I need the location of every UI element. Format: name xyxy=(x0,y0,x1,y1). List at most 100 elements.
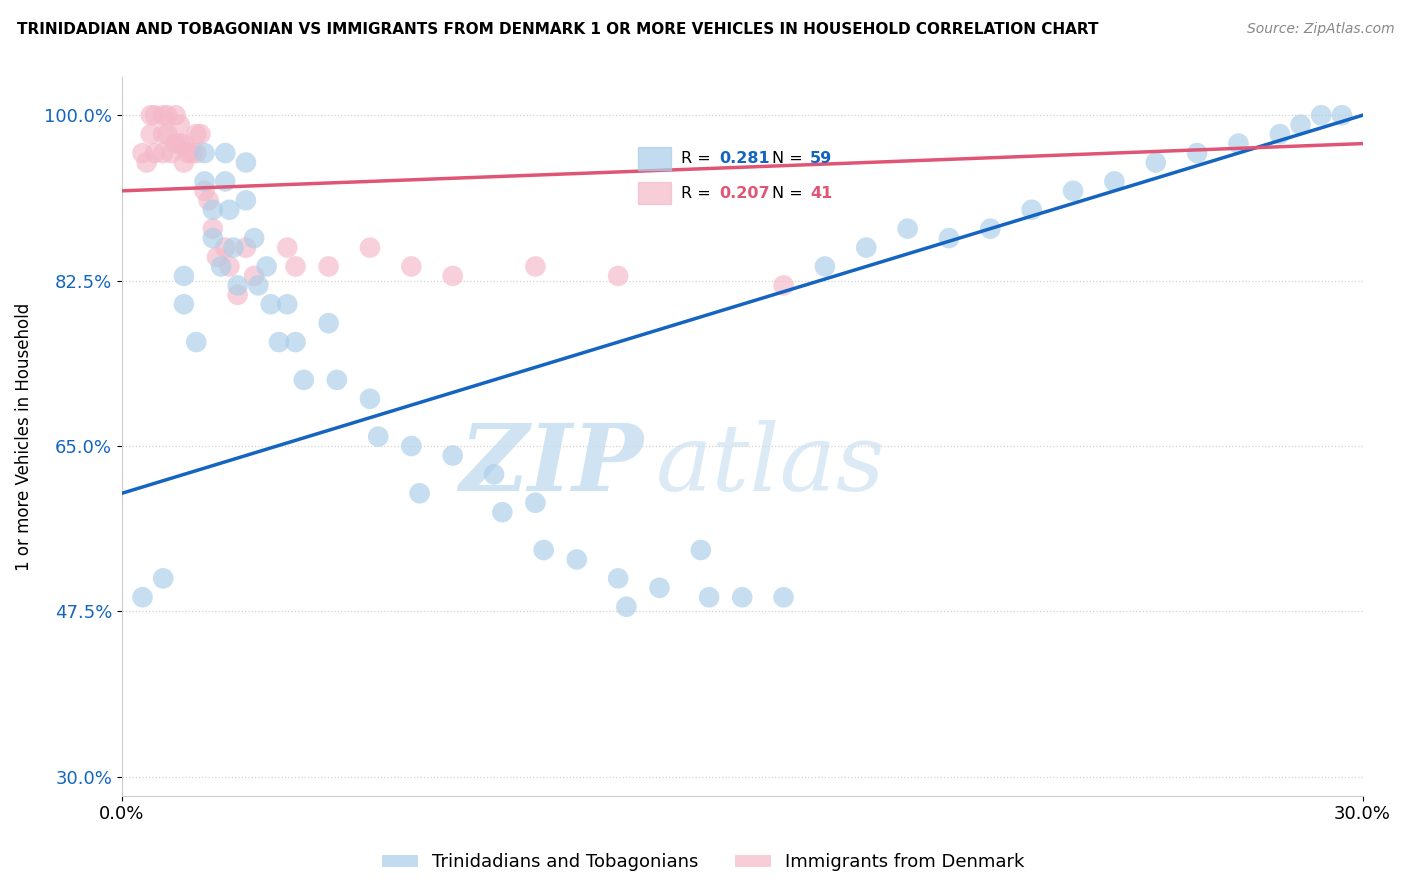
Point xyxy=(524,496,547,510)
Point xyxy=(193,184,215,198)
Point xyxy=(201,202,224,217)
Point xyxy=(243,231,266,245)
Point xyxy=(135,155,157,169)
Point xyxy=(284,260,307,274)
Point xyxy=(482,467,505,482)
Point xyxy=(491,505,513,519)
Point xyxy=(197,194,219,208)
Text: 59: 59 xyxy=(810,151,832,166)
Point xyxy=(731,591,754,605)
Point xyxy=(292,373,315,387)
Point xyxy=(359,241,381,255)
Point xyxy=(616,599,638,614)
Point xyxy=(689,543,711,558)
Point xyxy=(256,260,278,274)
Text: 0.281: 0.281 xyxy=(718,151,769,166)
Point xyxy=(186,146,208,161)
Point xyxy=(235,241,257,255)
Point xyxy=(139,108,162,122)
Point xyxy=(201,231,224,245)
Point xyxy=(193,174,215,188)
Point xyxy=(131,591,153,605)
Point xyxy=(260,297,283,311)
Text: N =: N = xyxy=(772,151,807,166)
Point xyxy=(165,108,187,122)
Point xyxy=(214,146,236,161)
Point xyxy=(235,155,257,169)
Point xyxy=(209,260,232,274)
Point xyxy=(648,581,671,595)
Point xyxy=(1144,155,1167,169)
Point xyxy=(143,108,166,122)
Point xyxy=(214,241,236,255)
Point xyxy=(186,335,208,350)
Point xyxy=(160,146,183,161)
Point xyxy=(1289,118,1312,132)
Point xyxy=(173,268,195,283)
Point xyxy=(855,241,877,255)
Point xyxy=(441,449,464,463)
Point xyxy=(186,127,208,141)
Point xyxy=(139,127,162,141)
Point xyxy=(173,297,195,311)
Point xyxy=(131,146,153,161)
Text: 41: 41 xyxy=(810,186,832,201)
Point xyxy=(193,146,215,161)
Text: R =: R = xyxy=(681,186,716,201)
Point xyxy=(226,278,249,293)
Bar xyxy=(637,182,671,204)
Point xyxy=(218,260,240,274)
Point xyxy=(565,552,588,566)
Point xyxy=(276,241,298,255)
Point xyxy=(190,127,212,141)
Text: ZIP: ZIP xyxy=(458,420,643,510)
Point xyxy=(1330,108,1353,122)
Point xyxy=(318,260,340,274)
Point xyxy=(607,571,630,585)
Bar xyxy=(637,147,671,169)
Point xyxy=(156,108,179,122)
Point xyxy=(1062,184,1084,198)
Point xyxy=(156,127,179,141)
Point xyxy=(152,146,174,161)
Point xyxy=(214,174,236,188)
Point xyxy=(1227,136,1250,151)
Point xyxy=(318,316,340,330)
Point xyxy=(772,591,794,605)
Point xyxy=(235,194,257,208)
Point xyxy=(897,221,920,235)
Point xyxy=(326,373,349,387)
Point xyxy=(181,146,204,161)
Point xyxy=(441,268,464,283)
Point xyxy=(772,278,794,293)
Point xyxy=(201,221,224,235)
Text: 0.207: 0.207 xyxy=(718,186,769,201)
Point xyxy=(1021,202,1043,217)
Point xyxy=(267,335,290,350)
Point xyxy=(177,146,200,161)
Point xyxy=(226,288,249,302)
Point xyxy=(205,250,228,264)
Point xyxy=(607,268,630,283)
Text: N =: N = xyxy=(772,186,807,201)
Point xyxy=(979,221,1001,235)
Point xyxy=(1185,146,1208,161)
Point xyxy=(218,202,240,217)
Point xyxy=(276,297,298,311)
Point xyxy=(143,146,166,161)
Point xyxy=(814,260,837,274)
Point xyxy=(359,392,381,406)
Point xyxy=(1268,127,1291,141)
Point xyxy=(408,486,430,500)
Y-axis label: 1 or more Vehicles in Household: 1 or more Vehicles in Household xyxy=(15,302,32,571)
Point xyxy=(152,571,174,585)
Point xyxy=(173,155,195,169)
Text: TRINIDADIAN AND TOBAGONIAN VS IMMIGRANTS FROM DENMARK 1 OR MORE VEHICLES IN HOUS: TRINIDADIAN AND TOBAGONIAN VS IMMIGRANTS… xyxy=(17,22,1098,37)
Point xyxy=(284,335,307,350)
Point xyxy=(533,543,555,558)
Point xyxy=(367,429,389,443)
Text: R =: R = xyxy=(681,151,716,166)
Point xyxy=(169,118,191,132)
Text: atlas: atlas xyxy=(655,420,884,510)
Point xyxy=(1310,108,1333,122)
